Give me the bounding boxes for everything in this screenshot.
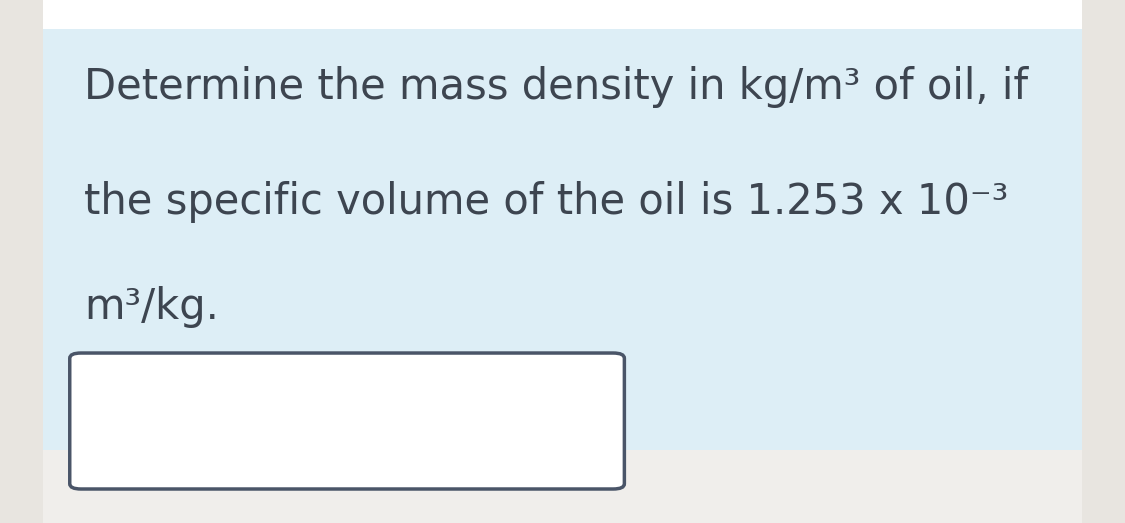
Text: Determine the mass density in kg/m³ of oil, if: Determine the mass density in kg/m³ of o… (84, 66, 1028, 108)
Bar (1082, 0, 1125, 523)
Bar (0, 0, 43, 523)
Bar (0, 450, 1125, 523)
FancyBboxPatch shape (70, 353, 624, 489)
Text: m³/kg.: m³/kg. (84, 286, 219, 328)
Text: the specific volume of the oil is 1.253 x 10⁻³: the specific volume of the oil is 1.253 … (84, 181, 1009, 223)
Bar (0, 0, 1125, 29)
